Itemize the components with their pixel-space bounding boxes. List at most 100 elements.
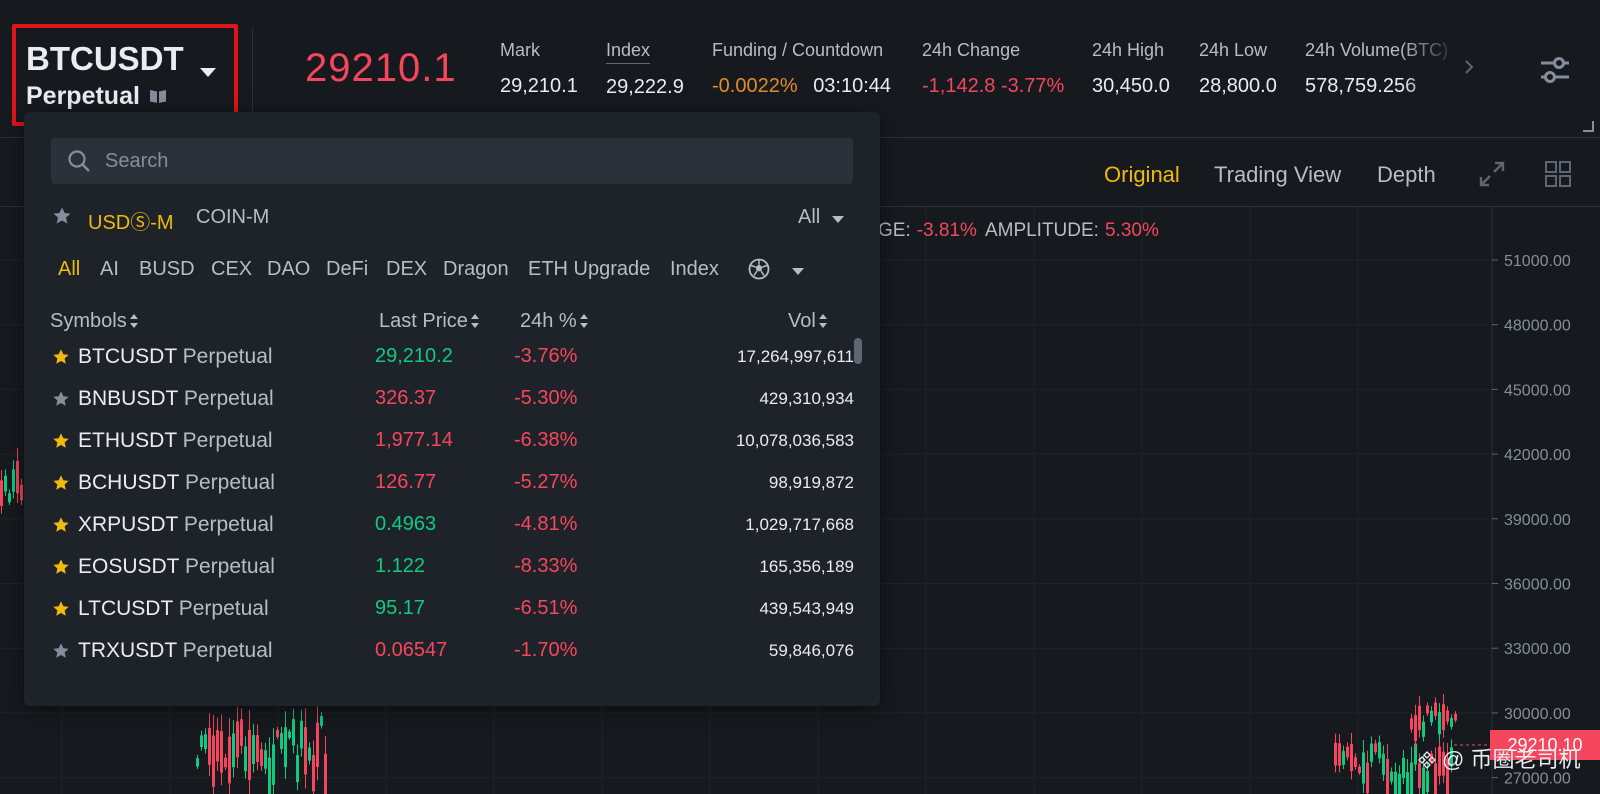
- chevron-down-icon[interactable]: [200, 68, 216, 77]
- category-defi[interactable]: DeFi: [326, 258, 369, 280]
- row-contract-type: Perpetual: [183, 387, 274, 410]
- tab-coin-m[interactable]: COIN-M: [196, 206, 270, 228]
- row-last-price: 326.37: [375, 387, 437, 409]
- search-bar[interactable]: [51, 138, 853, 184]
- sliders-icon[interactable]: [1540, 57, 1570, 83]
- y-tick-label: 45000.00: [1504, 382, 1571, 399]
- table-row[interactable]: XRPUSDT Perpetual 0.4963 -4.81% 1,029,717,6…: [24, 505, 854, 547]
- star-icon[interactable]: [52, 558, 70, 576]
- candle: [1422, 721, 1425, 737]
- stat-mark: Mark 29,210.1: [500, 40, 578, 98]
- table-row[interactable]: ETHUSDT Perpetual 1,977.14 -6.38% 10,078,03…: [24, 421, 854, 463]
- candle: [1422, 767, 1425, 794]
- category-ai[interactable]: AI: [100, 258, 119, 280]
- search-input[interactable]: [105, 138, 835, 184]
- category-dao[interactable]: DAO: [267, 258, 311, 280]
- row-volume: 10,078,036,583: [735, 431, 854, 450]
- category-all[interactable]: All: [58, 258, 81, 280]
- sort-icon[interactable]: [470, 314, 479, 328]
- favorites-star-icon[interactable]: [52, 206, 72, 226]
- book-icon[interactable]: [149, 89, 167, 104]
- candle: [232, 733, 235, 768]
- candle: [1418, 763, 1421, 789]
- row-volume: 429,310,934: [759, 389, 854, 408]
- symbol-selector[interactable]: BTCUSDT Perpetual: [12, 24, 238, 126]
- stat-24h-low: 24h Low 28,800.0: [1199, 40, 1277, 98]
- tab-depth[interactable]: Depth: [1377, 162, 1436, 187]
- candle: [1438, 712, 1441, 735]
- grid-layout-icon[interactable]: [1544, 160, 1572, 188]
- tab-usds-m[interactable]: USDⓈ-M: [88, 212, 174, 234]
- candle: [1442, 704, 1445, 731]
- stat-label: Funding / Countdown: [712, 40, 884, 60]
- row-24h-change: -5.27%: [514, 471, 578, 493]
- row-last-price: 0.06547: [375, 639, 448, 661]
- row-24h-change: -3.76%: [514, 345, 578, 367]
- chevron-right-icon[interactable]: [1462, 60, 1476, 74]
- stat-label[interactable]: Index: [606, 40, 651, 64]
- star-icon[interactable]: [52, 474, 70, 492]
- candle: [1446, 758, 1449, 794]
- row-24h-change: -8.33%: [514, 555, 578, 577]
- row-contract-type: Perpetual: [184, 555, 275, 578]
- candle: [280, 733, 283, 750]
- star-icon[interactable]: [52, 348, 70, 366]
- candle: [256, 735, 259, 762]
- resize-corner-icon[interactable]: [1582, 120, 1594, 132]
- column-header-24h-change[interactable]: 24h %: [520, 310, 588, 333]
- star-icon[interactable]: [52, 600, 70, 618]
- candle: [276, 729, 279, 737]
- candle: [1346, 746, 1349, 758]
- category-cex[interactable]: CEX: [211, 258, 253, 280]
- table-row[interactable]: BTCUSDT Perpetual 29,210.2 -3.76% 17,264,99…: [24, 337, 854, 379]
- candle: [264, 750, 267, 769]
- category-index[interactable]: Index: [670, 258, 719, 280]
- candle: [1410, 762, 1413, 794]
- expand-icon[interactable]: [1478, 160, 1506, 188]
- table-row[interactable]: EOSUSDT Perpetual 1.122 -8.33% 165,356,189: [24, 547, 854, 589]
- row-contract-type: Perpetual: [182, 639, 273, 662]
- stat-index[interactable]: Index 29,222.9: [606, 40, 684, 99]
- sort-icon[interactable]: [579, 314, 588, 328]
- row-volume: 17,264,997,611: [737, 347, 854, 366]
- star-icon[interactable]: [52, 642, 70, 660]
- category-dragon[interactable]: Dragon: [443, 258, 509, 280]
- column-header-label: Last Price: [379, 310, 468, 332]
- row-symbol: BTCUSDT Perpetual: [78, 345, 273, 369]
- row-symbol-name: BTCUSDT: [78, 345, 177, 368]
- table-row[interactable]: BNBUSDT Perpetual 326.37 -5.30% 429,310,934: [24, 379, 854, 421]
- row-symbol: TRXUSDT Perpetual: [78, 639, 273, 663]
- symbol-name: BTCUSDT: [26, 40, 184, 77]
- category-busd[interactable]: BUSD: [139, 258, 195, 280]
- y-tick-label: 27000.00: [1504, 771, 1571, 788]
- table-row[interactable]: BCHUSDT Perpetual 126.77 -5.27% 98,919,872: [24, 463, 854, 505]
- soccer-ball-icon[interactable]: [748, 258, 770, 280]
- sort-icon[interactable]: [129, 314, 138, 328]
- scrollbar[interactable]: [854, 338, 862, 364]
- column-header-last-price[interactable]: Last Price: [379, 310, 479, 333]
- table-row[interactable]: LTCUSDT Perpetual 95.17 -6.51% 439,543,949: [24, 589, 854, 631]
- table-row[interactable]: TRXUSDT Perpetual 0.06547 -1.70% 59,846,076: [24, 631, 854, 673]
- candle: [1434, 702, 1437, 716]
- category-eth-upgrade[interactable]: ETH Upgrade: [528, 258, 651, 280]
- star-icon[interactable]: [52, 390, 70, 408]
- row-symbol-name: BNBUSDT: [78, 387, 178, 410]
- candle: [312, 755, 315, 792]
- tab-original[interactable]: Original: [1104, 162, 1180, 187]
- chevron-down-icon[interactable]: [832, 216, 844, 223]
- sort-icon[interactable]: [818, 314, 827, 328]
- tab-trading-view[interactable]: Trading View: [1214, 162, 1342, 187]
- row-24h-change: -1.70%: [514, 639, 578, 661]
- chevron-down-icon[interactable]: [792, 268, 804, 275]
- contract-type: Perpetual: [26, 82, 140, 110]
- column-header-symbols[interactable]: Symbols: [50, 310, 138, 333]
- row-24h-change: -6.51%: [514, 597, 578, 619]
- column-header-vol[interactable]: Vol: [788, 310, 827, 333]
- candle: [20, 484, 23, 501]
- filter-select[interactable]: All: [798, 206, 821, 228]
- category-dex[interactable]: DEX: [386, 258, 428, 280]
- row-volume: 439,543,949: [759, 599, 854, 618]
- star-icon[interactable]: [52, 432, 70, 450]
- candle: [1378, 742, 1381, 759]
- star-icon[interactable]: [52, 516, 70, 534]
